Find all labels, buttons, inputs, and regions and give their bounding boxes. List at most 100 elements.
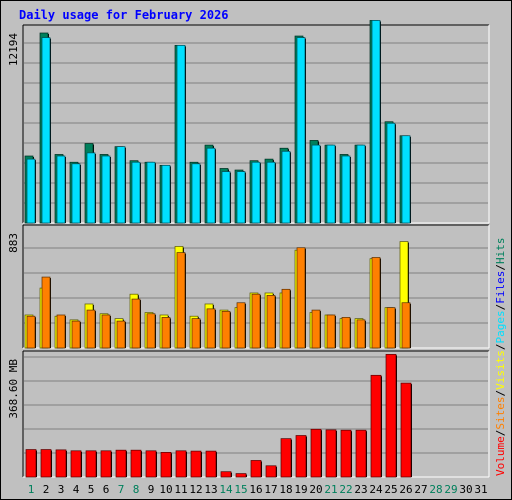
bar-files-22 xyxy=(341,155,351,224)
bar-files-26 xyxy=(401,135,411,224)
bar-sites-14 xyxy=(221,310,231,349)
day-label-8: 8 xyxy=(133,483,140,496)
day-label-26: 26 xyxy=(399,483,412,496)
day-label-25: 25 xyxy=(384,483,397,496)
bar-files-4 xyxy=(71,163,81,224)
legend-separator: / xyxy=(494,430,507,437)
bar-files-2 xyxy=(41,37,51,224)
day-label-15: 15 xyxy=(234,483,247,496)
legend-separator: / xyxy=(494,264,507,271)
bar-files-21 xyxy=(326,144,336,224)
bar-sites-25 xyxy=(386,307,396,349)
bar-sites-7 xyxy=(116,320,126,349)
day-label-29: 29 xyxy=(444,483,457,496)
day-label-10: 10 xyxy=(159,483,172,496)
bar-sites-16 xyxy=(251,293,261,349)
day-label-11: 11 xyxy=(174,483,187,496)
bar-volume-18 xyxy=(280,438,292,478)
day-label-5: 5 xyxy=(88,483,95,496)
bar-sites-5 xyxy=(86,309,96,349)
day-label-17: 17 xyxy=(264,483,277,496)
bar-sites-3 xyxy=(56,314,66,349)
bar-volume-3 xyxy=(55,449,67,478)
legend-separator: / xyxy=(494,390,507,397)
bar-volume-1 xyxy=(25,449,37,478)
bar-sites-6 xyxy=(101,314,111,349)
bar-sites-26 xyxy=(401,302,411,349)
day-label-28: 28 xyxy=(429,483,442,496)
bar-volume-17 xyxy=(265,465,277,478)
legend-separator: / xyxy=(494,304,507,311)
day-label-18: 18 xyxy=(279,483,292,496)
bar-volume-7 xyxy=(115,449,127,478)
day-label-4: 4 xyxy=(73,483,80,496)
bar-files-24 xyxy=(371,20,381,224)
bar-volume-9 xyxy=(145,450,157,478)
bar-volume-11 xyxy=(175,450,187,478)
bar-sites-4 xyxy=(71,320,81,349)
day-label-20: 20 xyxy=(309,483,322,496)
bar-files-1 xyxy=(26,158,36,224)
day-label-21: 21 xyxy=(324,483,337,496)
day-label-22: 22 xyxy=(339,483,352,496)
day-label-1: 1 xyxy=(28,483,35,496)
bar-files-8 xyxy=(131,161,141,224)
bar-files-13 xyxy=(206,147,216,224)
bar-sites-24 xyxy=(371,257,381,349)
bar-sites-9 xyxy=(146,313,156,349)
day-label-23: 23 xyxy=(354,483,367,496)
bar-volume-8 xyxy=(130,449,142,478)
bar-files-3 xyxy=(56,155,66,224)
legend-hits: Hits xyxy=(494,238,507,265)
day-label-3: 3 xyxy=(58,483,65,496)
hits-files-panel-max-label: 12194 xyxy=(7,33,20,66)
bar-volume-21 xyxy=(325,429,337,478)
legend-sites: Sites xyxy=(494,397,507,430)
legend-volume: Volume xyxy=(494,436,507,476)
bar-files-9 xyxy=(146,161,156,224)
bar-sites-1 xyxy=(26,315,36,349)
bar-volume-22 xyxy=(340,429,352,478)
bar-files-6 xyxy=(101,155,111,224)
bar-files-15 xyxy=(236,171,246,224)
bar-files-18 xyxy=(281,150,291,224)
bar-sites-17 xyxy=(266,295,276,349)
bar-files-17 xyxy=(266,161,276,224)
day-label-24: 24 xyxy=(369,483,383,496)
day-label-30: 30 xyxy=(459,483,472,496)
day-label-19: 19 xyxy=(294,483,307,496)
bar-sites-13 xyxy=(206,308,216,349)
bar-sites-23 xyxy=(356,319,366,349)
legend-separator: / xyxy=(494,344,507,351)
bar-files-7 xyxy=(116,146,126,224)
bar-volume-25 xyxy=(385,354,397,478)
bar-sites-21 xyxy=(326,314,336,349)
bar-volume-23 xyxy=(355,429,367,478)
bar-files-12 xyxy=(191,163,201,224)
bar-files-19 xyxy=(296,37,306,224)
bar-volume-10 xyxy=(160,452,172,478)
bar-volume-15 xyxy=(235,473,247,478)
bar-sites-11 xyxy=(176,252,186,349)
day-label-7: 7 xyxy=(118,483,125,496)
day-label-13: 13 xyxy=(204,483,217,496)
bar-files-14 xyxy=(221,171,231,224)
bar-volume-20 xyxy=(310,428,322,478)
bar-sites-8 xyxy=(131,298,141,349)
bar-volume-4 xyxy=(70,450,82,478)
bar-files-25 xyxy=(386,122,396,224)
visits-sites-panel-max-label: 883 xyxy=(7,233,20,253)
chart-title: Daily usage for February 2026 xyxy=(19,8,229,22)
bar-volume-24 xyxy=(370,374,382,478)
day-label-12: 12 xyxy=(189,483,202,496)
legend-pages: Pages xyxy=(494,310,507,343)
bar-sites-20 xyxy=(311,309,321,349)
legend-files: Files xyxy=(494,271,507,304)
bar-files-23 xyxy=(356,144,366,224)
bar-sites-10 xyxy=(161,317,171,349)
day-label-2: 2 xyxy=(43,483,50,496)
bar-sites-19 xyxy=(296,247,306,349)
bar-files-10 xyxy=(161,164,171,224)
bar-sites-18 xyxy=(281,288,291,349)
